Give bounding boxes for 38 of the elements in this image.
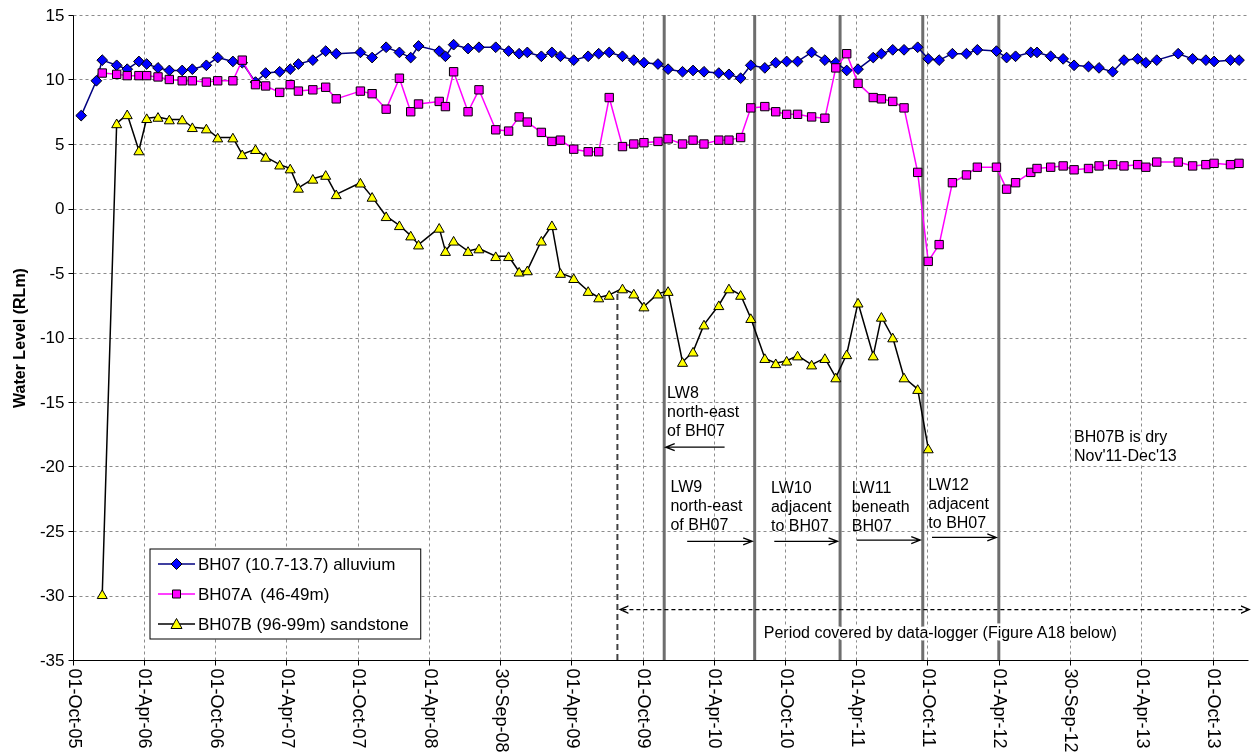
x-tick-label: 01-Apr-09 [562, 668, 583, 749]
annotation: LW12 adjacent to BH07 [928, 476, 990, 532]
x-tick-label: 01-Oct-07 [349, 668, 370, 749]
annotation: LW10 adjacent to BH07 [770, 479, 833, 535]
x-tick-label: 01-Oct-09 [634, 668, 655, 749]
y-tick-label: 15 [45, 5, 65, 25]
x-tick-label: 30-Sep-08 [491, 668, 512, 753]
annotation: LW11 beneath BH07 [851, 479, 910, 535]
x-tick-label: 01-Apr-06 [135, 668, 156, 749]
x-tick-label: 01-Apr-10 [705, 668, 726, 749]
annotation: LW9 north-east of BH07 [670, 478, 744, 534]
x-tick-label: 01-Apr-13 [1132, 668, 1153, 749]
y-tick-label: 10 [45, 70, 65, 89]
y-tick-label: -10 [39, 328, 65, 347]
legend-label: BH07 (10.7-13.7) alluvium [198, 554, 396, 574]
annotation: BH07B is dry Nov'11-Dec'13 [1074, 427, 1177, 464]
y-tick-label: -5 [49, 263, 65, 283]
annotation: LW8 north-east of BH07 [667, 384, 740, 440]
legend-label: BH07B (96-99m) sandstone [198, 614, 409, 634]
y-axis-title: Water Level (RLm) [10, 268, 28, 408]
x-tick-label: 01-Apr-08 [420, 668, 441, 749]
y-tick-label: -35 [39, 650, 65, 670]
x-tick-label: 01-Apr-07 [277, 668, 298, 749]
y-tick-label: -30 [39, 586, 65, 605]
legend-label: BH07A (46-49m) [198, 584, 330, 604]
y-tick-label: 5 [55, 134, 65, 154]
x-tick-label: 30-Sep-12 [1061, 668, 1082, 753]
x-tick-label: 01-Apr-12 [990, 668, 1011, 749]
x-tick-label: 01-Oct-05 [64, 668, 85, 749]
x-tick-label: 01-Oct-10 [776, 668, 797, 749]
x-tick-label: 01-Oct-13 [1204, 668, 1225, 749]
y-tick-label: -20 [39, 457, 65, 476]
x-tick-label: 01-Oct-06 [206, 668, 227, 749]
y-tick-label: 0 [55, 199, 65, 218]
y-tick-label: -15 [39, 392, 65, 412]
x-tick-label: 01-Apr-11 [847, 668, 868, 748]
x-tick-label: 01-Oct-11 [918, 668, 939, 748]
y-tick-label: -25 [39, 521, 65, 541]
